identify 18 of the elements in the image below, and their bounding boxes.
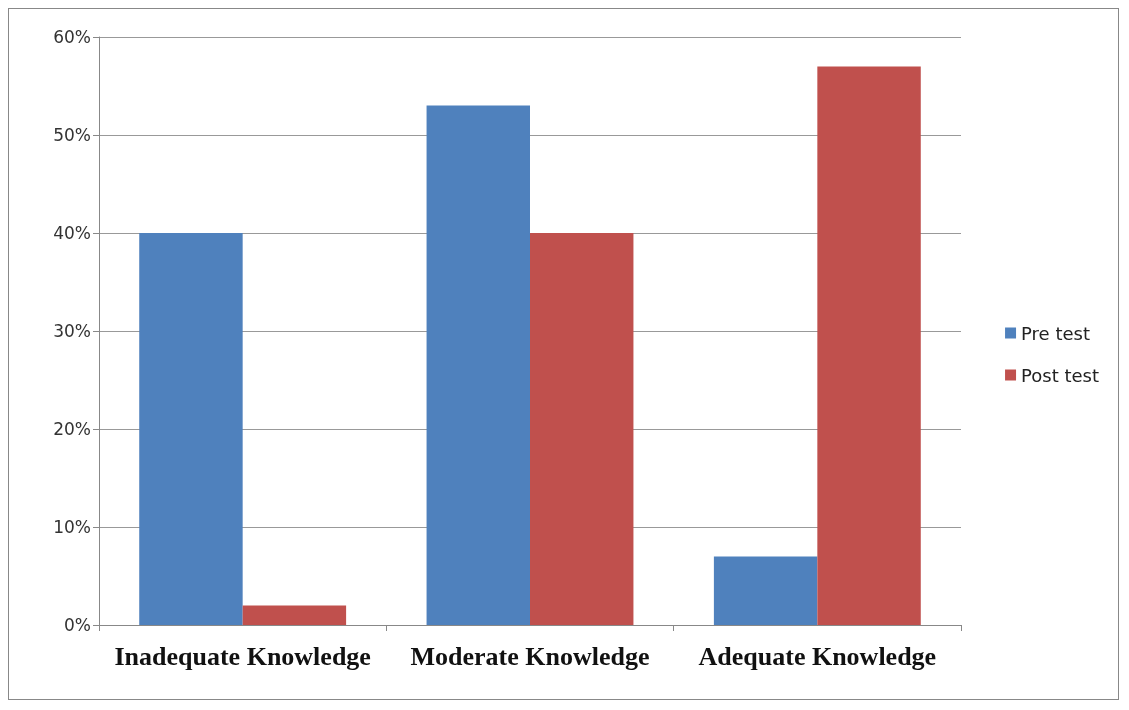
bar [242,605,347,625]
y-tick-label: 10% [53,517,91,537]
legend-label: Post test [1021,364,1099,386]
y-tick-label: 30% [53,321,91,341]
bar [426,105,530,625]
bar [139,233,243,625]
bar [530,233,634,625]
x-tick-label: Adequate Knowledge [698,641,937,671]
y-tick-label: 60% [53,27,91,47]
y-tick-label: 50% [53,125,91,145]
y-tick-label: 0% [64,615,91,635]
y-tick-label: 20% [53,419,91,439]
y-tick-label: 40% [53,223,91,243]
bar [713,556,818,625]
legend-label: Pre test [1021,322,1090,344]
x-tick-label: Inadequate Knowledge [114,641,371,671]
bar [817,66,921,625]
x-tick-label: Moderate Knowledge [410,641,650,671]
